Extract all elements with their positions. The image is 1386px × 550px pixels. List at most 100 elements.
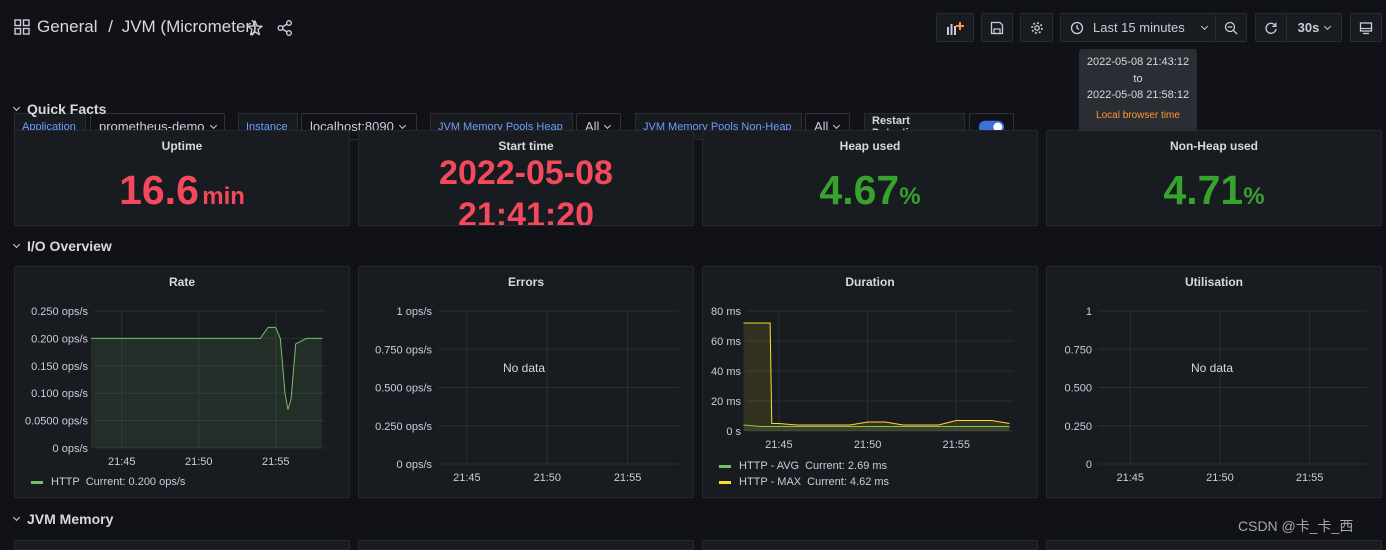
y-tick-label: 1 ops/s	[397, 306, 433, 318]
y-tick-label: 0.100 ops/s	[31, 388, 88, 400]
row-title: I/O Overview	[27, 238, 112, 254]
stat-time: 21:41:20	[457, 196, 595, 226]
panel-jvm-memory-3	[702, 540, 1038, 550]
y-tick-label: 40 ms	[711, 366, 741, 378]
y-tick-label: 80 ms	[711, 306, 741, 318]
chevron-down-icon	[604, 121, 612, 129]
star-icon[interactable]	[246, 19, 264, 37]
y-tick-label: 0.0500 ops/s	[25, 416, 88, 428]
legend-swatch	[31, 480, 43, 484]
row-header-io-overview[interactable]: I/O Overview	[12, 238, 112, 254]
no-data-message: No data	[1191, 361, 1234, 375]
y-tick-label: 0 ops/s	[397, 459, 433, 471]
x-tick-label: 21:55	[942, 439, 970, 451]
stat-number: 16.6	[119, 167, 199, 213]
tooltip-to: 2022-05-08 21:58:12	[1086, 89, 1190, 101]
y-tick-label: 0.250 ops/s	[31, 306, 88, 318]
chevron-down-icon	[833, 121, 841, 129]
time-picker-button[interactable]: Last 15 minutes	[1060, 13, 1216, 42]
legend-item-http-max[interactable]: HTTP - MAX Current: 4.62 ms	[719, 476, 889, 488]
cycle-view-mode-button[interactable]	[1350, 13, 1382, 42]
dashboard-title[interactable]: JVM (Micrometer)	[121, 17, 257, 36]
legend-current-value: Current: 0.200 ops/s	[85, 476, 186, 488]
stat-date: 2022-05-08	[439, 154, 613, 192]
utilisation-chart[interactable]: 0 0.250 0.500 0.750 1 21:45 21:50 21:55	[1047, 267, 1381, 497]
panel-heap-used[interactable]: Heap used 4.67%	[702, 130, 1038, 226]
stat-unit: %	[899, 183, 921, 210]
rate-chart[interactable]: 0 ops/s 0.0500 ops/s 0.100 ops/s 0.150 ops/…	[15, 267, 349, 497]
legend-swatch	[719, 464, 731, 468]
y-tick-label: 0.750	[1064, 344, 1092, 356]
legend-item-http[interactable]: HTTP Current: 0.200 ops/s	[31, 476, 185, 488]
dashboards-grid-icon[interactable]	[14, 19, 30, 35]
y-tick-label: 0.150 ops/s	[31, 361, 88, 373]
y-tick-label: 1	[1086, 306, 1092, 318]
breadcrumb-folder[interactable]: General	[37, 17, 98, 36]
series-area-http-max	[743, 323, 1010, 431]
series-line-http-max	[743, 322, 1010, 426]
time-range-tooltip: 2022-05-08 21:43:12 to 2022-05-08 21:58:…	[1079, 49, 1197, 131]
x-tick-label: 21:55	[262, 456, 290, 468]
panel-utilisation[interactable]: Utilisation 0 0.250 0.500 0.750 1 21:45 21:50 2…	[1046, 266, 1382, 498]
legend-item-http-avg[interactable]: HTTP - AVG Current: 2.69 ms	[719, 460, 887, 472]
panel-start-time[interactable]: Start time 2022-05-08 21:41:20	[358, 130, 694, 226]
dashboard-settings-button[interactable]	[1020, 13, 1053, 42]
watermark: CSDN @卡_卡_西	[1238, 518, 1354, 534]
tooltip-to-word: to	[1133, 72, 1143, 85]
series-area-http	[90, 327, 322, 448]
panel-uptime[interactable]: Uptime 16.6 min	[14, 130, 350, 226]
x-tick-label: 21:55	[614, 472, 642, 484]
legend-series-name: HTTP	[51, 476, 80, 488]
panel-title: Utilisation	[1184, 275, 1243, 289]
breadcrumb: General / JVM (Micrometer)	[37, 17, 257, 37]
row-header-quick-facts[interactable]: Quick Facts	[12, 101, 107, 117]
panel-errors[interactable]: Errors 0 ops/s 0.250 ops/s 0.500 ops/s 0.75…	[358, 266, 694, 498]
share-icon[interactable]	[276, 19, 294, 37]
errors-chart[interactable]: 0 ops/s 0.250 ops/s 0.500 ops/s 0.750 ops/s…	[359, 267, 693, 497]
legend-swatch	[719, 480, 731, 484]
chevron-down-icon	[1200, 22, 1208, 30]
zoom-out-button[interactable]	[1215, 13, 1247, 42]
chevron-down-icon	[1324, 22, 1332, 30]
duration-chart[interactable]: 0 s 20 ms 40 ms 60 ms 80 ms 21:45 21:50 21:55	[703, 267, 1037, 497]
no-data-message: No data	[503, 361, 546, 375]
y-tick-label: 0.500	[1064, 383, 1092, 395]
clock-icon	[1070, 21, 1084, 34]
tooltip-from: 2022-05-08 21:43:12	[1086, 56, 1190, 68]
stat-number: 4.67	[819, 167, 900, 213]
legend-series-name: HTTP - AVG	[739, 460, 800, 472]
legend-series-name: HTTP - MAX	[739, 476, 802, 488]
chevron-down-icon	[398, 121, 406, 129]
add-panel-button[interactable]	[936, 13, 974, 42]
y-tick-label: 0.250	[1064, 421, 1092, 433]
series-line-http-avg	[743, 424, 1010, 427]
panel-title: Heap used	[839, 139, 901, 153]
panel-title: Start time	[498, 139, 554, 153]
y-tick-label: 20 ms	[711, 396, 741, 408]
top-bar: General / JVM (Micrometer)	[0, 0, 1386, 56]
panel-title: Duration	[845, 275, 895, 289]
panel-jvm-memory-2	[358, 540, 694, 550]
save-dashboard-button[interactable]	[981, 13, 1013, 42]
x-tick-label: 21:45	[1117, 472, 1145, 484]
panel-nonheap-used[interactable]: Non-Heap used 4.71%	[1046, 130, 1382, 226]
refresh-interval-picker[interactable]: 30s	[1286, 13, 1342, 42]
refresh-button[interactable]	[1255, 13, 1287, 42]
x-tick-label: 21:50	[854, 439, 882, 451]
stat-value: 2022-05-08 21:41:20	[359, 152, 693, 226]
add-panel-icon	[947, 21, 964, 35]
panel-jvm-memory-4	[1046, 540, 1382, 550]
panel-rate[interactable]: Rate 0 ops/s 0.0500 ops/s 0.100 ops/s 0.150…	[14, 266, 350, 498]
y-tick-label: 0 s	[726, 426, 741, 438]
row-title: Quick Facts	[27, 101, 107, 117]
zoom-out-icon	[1224, 21, 1238, 34]
panel-title: Errors	[507, 275, 545, 289]
panel-title: Uptime	[161, 139, 203, 153]
legend-current-value: Current: 4.62 ms	[807, 476, 890, 488]
chevron-down-icon	[12, 103, 21, 111]
refresh-icon	[1265, 22, 1277, 34]
panel-duration[interactable]: Duration 0 s 20 ms 40 ms 60 ms 80 ms 21:45 21:…	[702, 266, 1038, 498]
row-header-jvm-memory[interactable]: JVM Memory	[12, 511, 113, 527]
y-tick-label: 0	[1086, 459, 1092, 471]
breadcrumb-separator: /	[108, 17, 113, 36]
